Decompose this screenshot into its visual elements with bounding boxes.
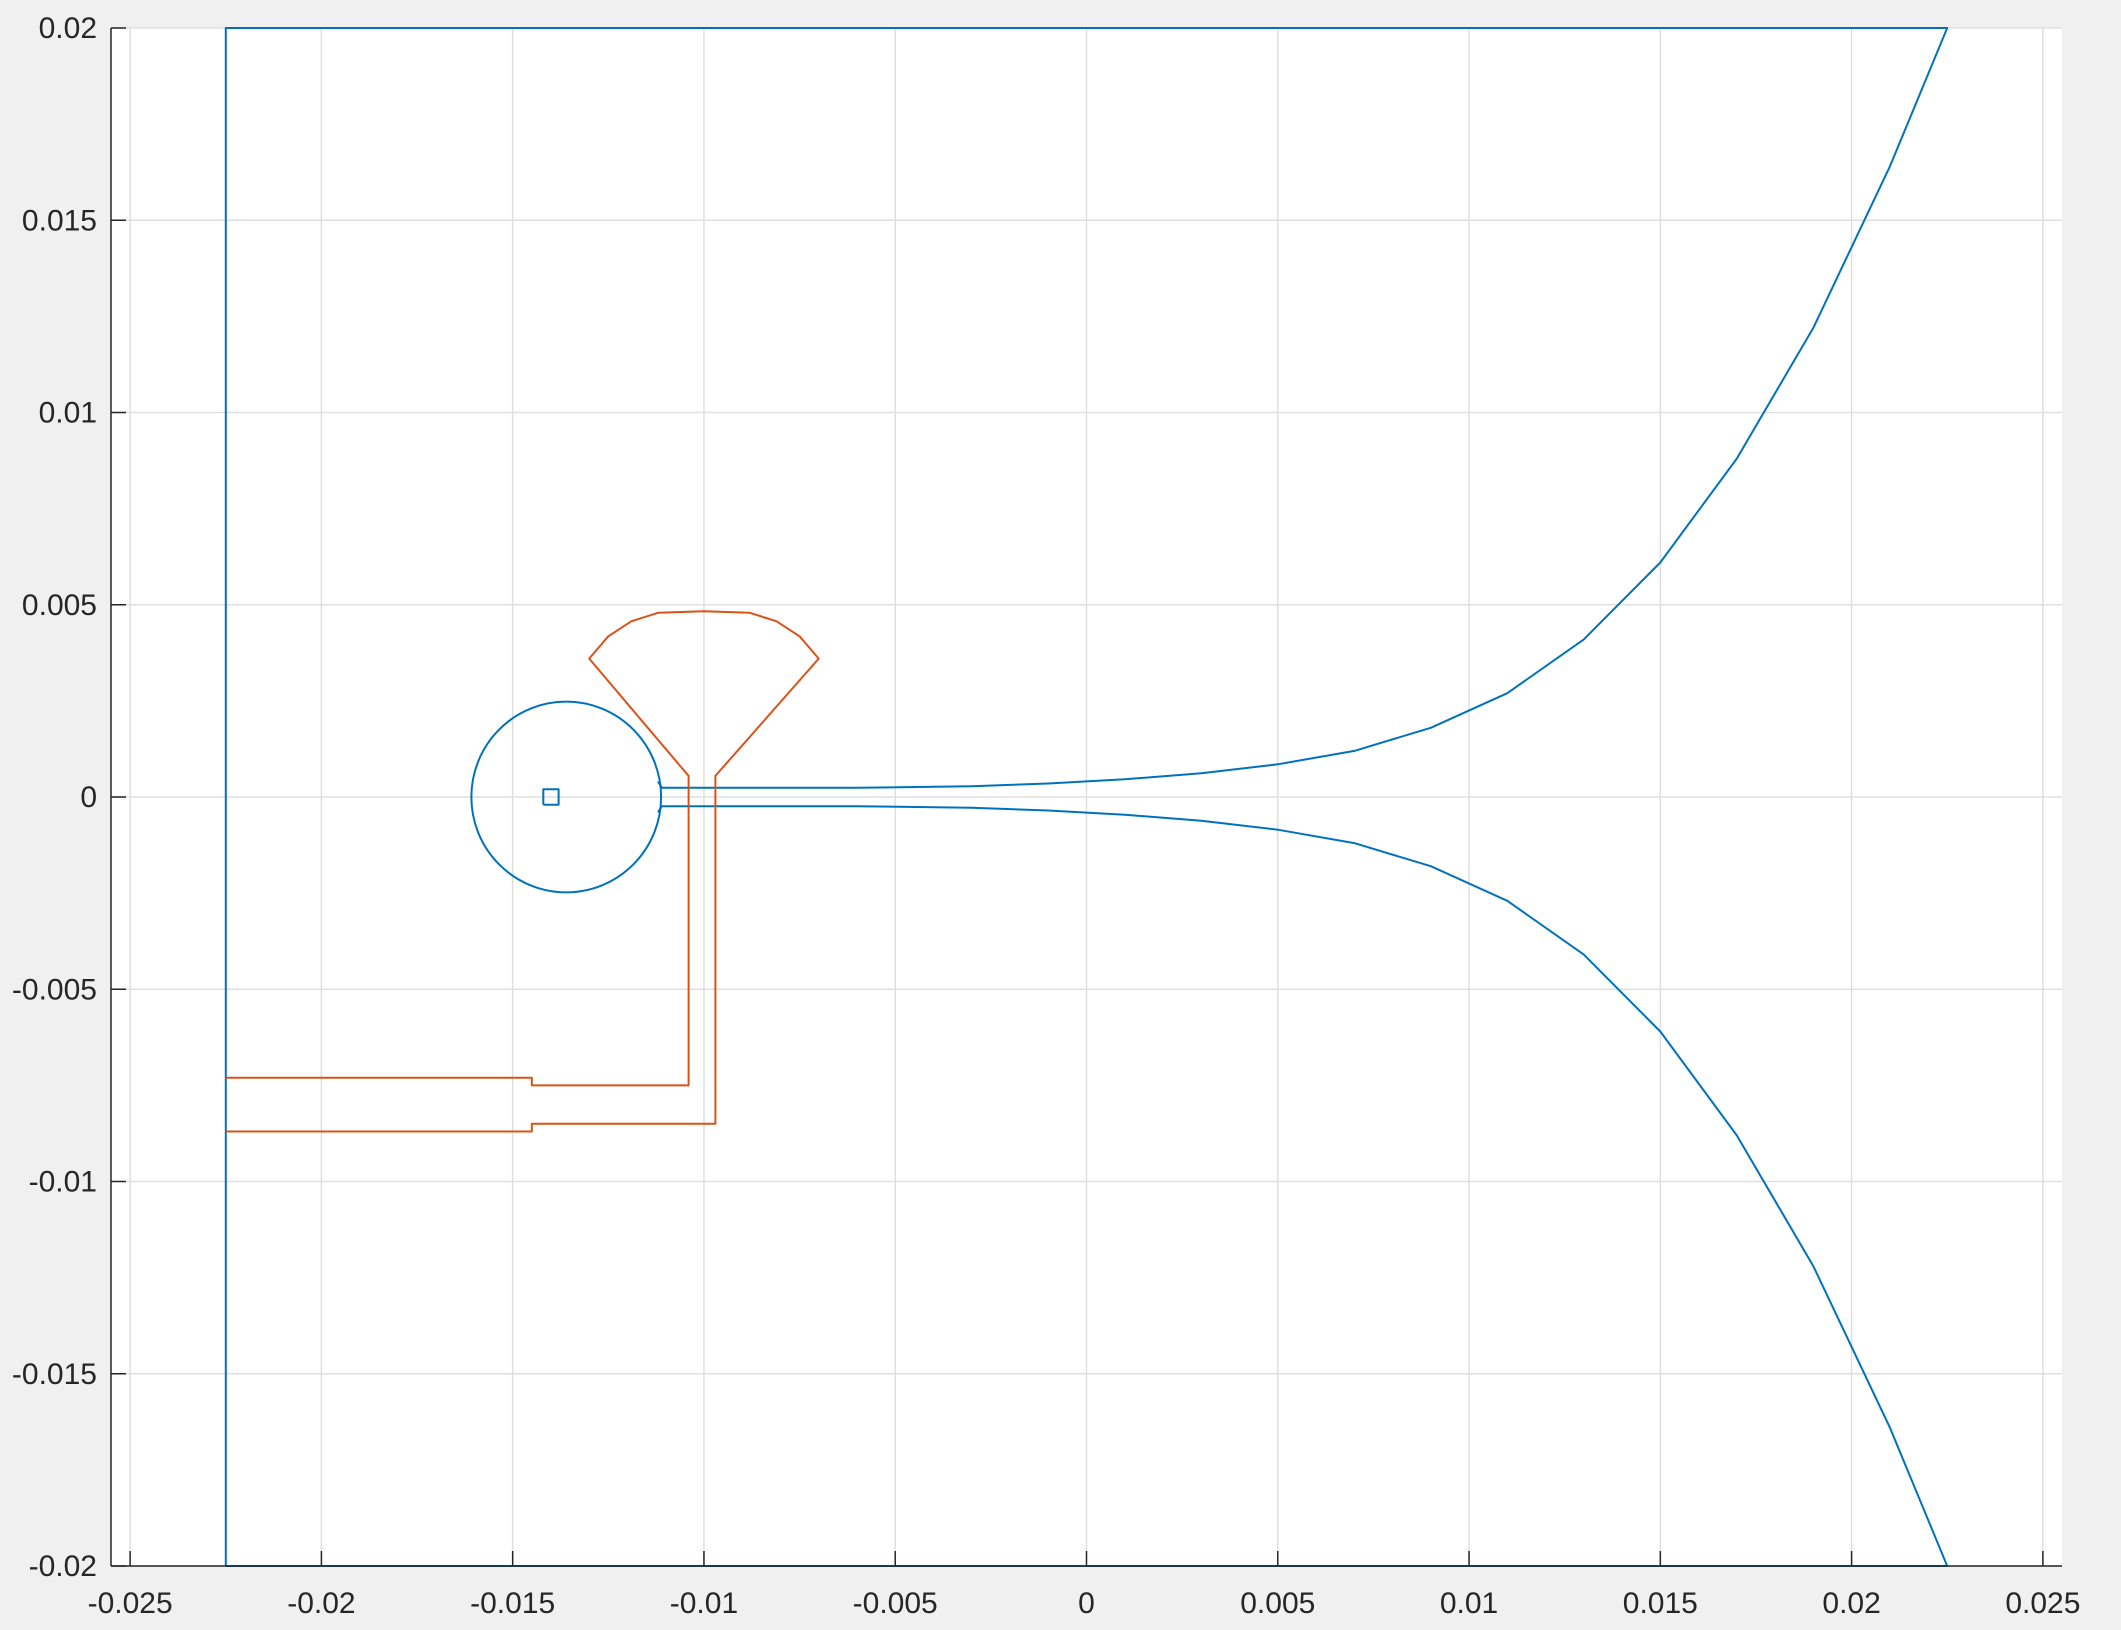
series-5-line — [225, 610, 820, 1133]
axes — [110, 27, 2062, 1567]
x-tick-label: 0.015 — [1623, 1587, 1698, 1620]
x-tick-label: -0.015 — [470, 1587, 555, 1620]
y-tick-label: 0.005 — [22, 589, 97, 622]
series-1-line — [224, 27, 1949, 1566]
x-tick-labels: -0.025 -0.02 -0.015 -0.01 -0.005 0 0.005 0.01 0.… — [88, 1587, 2081, 1620]
data-layer — [224, 27, 1949, 1567]
y-tick-label: -0.015 — [12, 1358, 97, 1391]
x-tick-label: 0.02 — [1822, 1587, 1880, 1620]
x-tick-label: -0.02 — [287, 1587, 355, 1620]
y-tick-label: 0.01 — [39, 397, 97, 430]
x-tick-label: 0 — [1078, 1587, 1095, 1620]
x-tick-label: 0.025 — [2005, 1587, 2080, 1620]
y-tick-label: 0.02 — [39, 12, 97, 45]
y-tick-label: 0 — [80, 781, 97, 814]
x-tick-label: 0.01 — [1440, 1587, 1498, 1620]
x-tick-label: -0.005 — [853, 1587, 938, 1620]
y-tick-label: -0.01 — [29, 1166, 97, 1199]
y-tick-label: 0.015 — [22, 204, 97, 237]
series-2-line — [225, 805, 1949, 1567]
y-tick-labels: -0.02 -0.015 -0.01 -0.005 0 0.005 0.01 0.015 0.0… — [12, 12, 97, 1583]
x-tick-label: -0.01 — [670, 1587, 738, 1620]
series-3-circle — [470, 700, 663, 894]
series-4-line — [542, 788, 560, 806]
y-tick-label: -0.005 — [12, 973, 97, 1006]
y-tick-label: -0.02 — [29, 1550, 97, 1583]
x-tick-label: -0.025 — [88, 1587, 173, 1620]
x-tick-label: 0.005 — [1240, 1587, 1315, 1620]
